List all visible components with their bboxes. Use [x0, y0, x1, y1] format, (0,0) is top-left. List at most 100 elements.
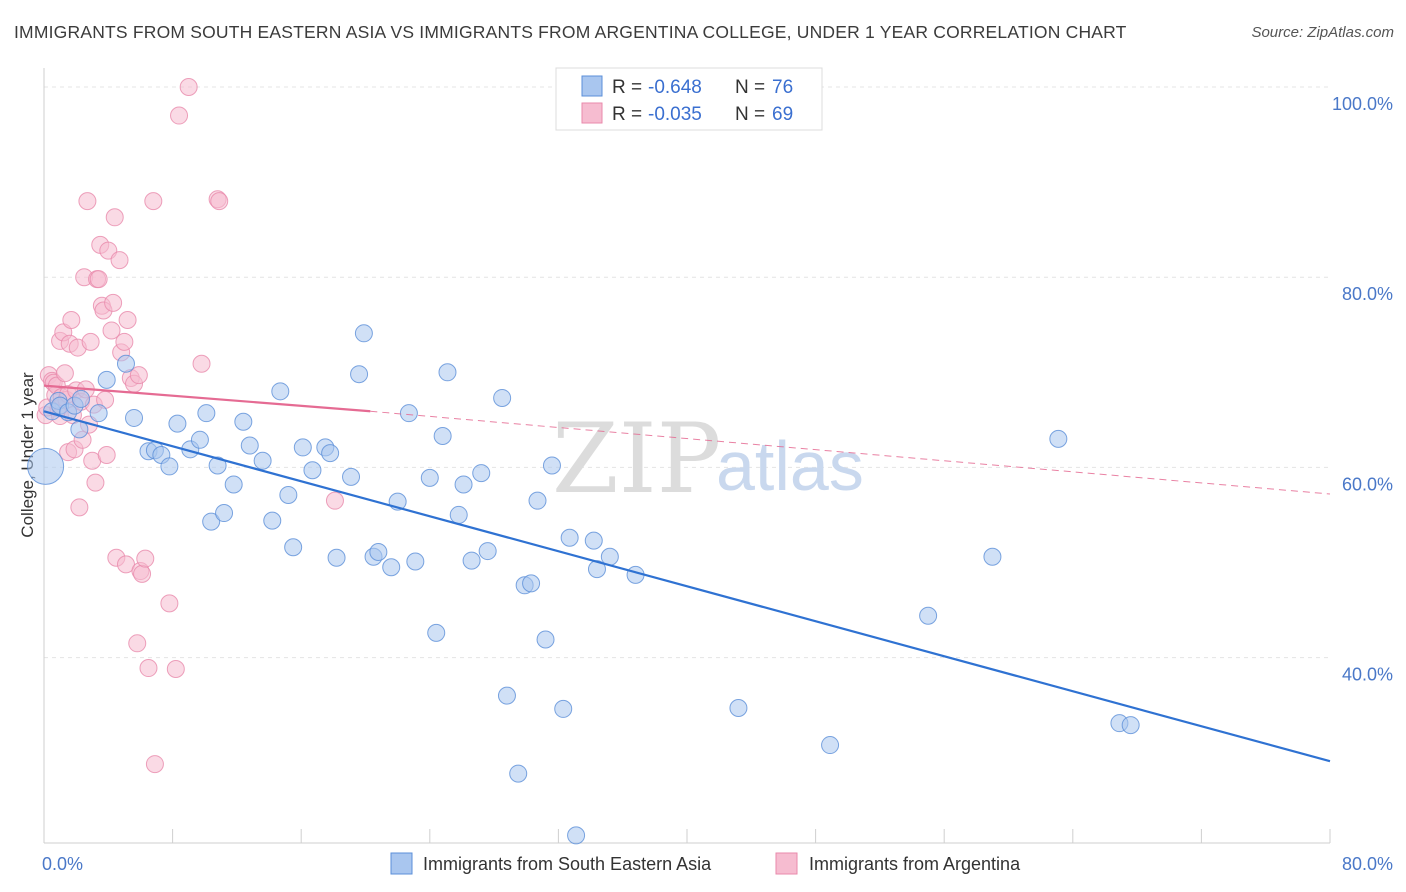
correlation-legend: R = -0.648 N = 76 R = -0.035 N = 69 [555, 67, 823, 131]
sea-point [406, 552, 425, 571]
argentina-point [144, 192, 163, 211]
sea-point [983, 547, 1002, 566]
argentina-point [70, 498, 89, 517]
argentina-point [139, 659, 158, 678]
sea-point [240, 436, 259, 455]
legend-swatch-pink [581, 102, 603, 124]
sea-point [420, 468, 439, 487]
sea-point [427, 623, 446, 642]
sea-point [125, 408, 144, 427]
sea-point [462, 551, 481, 570]
sea-point [536, 630, 555, 649]
argentina-point [192, 354, 211, 373]
argentina-point [102, 321, 121, 340]
sea-point [168, 414, 187, 433]
sea-point [190, 430, 209, 449]
sea-point [449, 505, 468, 524]
chart-title: IMMIGRANTS FROM SOUTH EASTERN ASIA VS IM… [14, 22, 1127, 42]
legend-n-label-2: N = [735, 104, 770, 125]
x-ticks [172, 829, 1331, 843]
y-tick-label: 40.0% [1342, 665, 1393, 685]
sea-point [197, 404, 216, 423]
sea-point [542, 456, 561, 475]
argentina-point [133, 564, 152, 583]
argentina-point [128, 634, 147, 653]
sea-point [560, 528, 579, 547]
sea-point [1121, 716, 1140, 735]
sea-point [327, 548, 346, 567]
sea-point [284, 538, 303, 557]
argentina-point [118, 310, 137, 329]
watermark: ZIP atlas [552, 403, 864, 515]
sea-point [472, 464, 491, 483]
sea-point [584, 531, 603, 550]
source-label: Source: ZipAtlas.com [1251, 24, 1394, 41]
sea-point [350, 365, 369, 384]
argentina-point [166, 659, 185, 678]
x-tick-label-min: 0.0% [42, 854, 83, 874]
sea-point [354, 324, 373, 343]
bottom-legend-swatch-blue [390, 852, 413, 875]
argentina-point [115, 332, 134, 351]
y-tick-labels: 40.0% 60.0% 80.0% 100.0% [1332, 94, 1393, 685]
sea-point [821, 736, 840, 755]
watermark-atlas: atlas [716, 427, 864, 505]
sea-point [202, 512, 221, 531]
sea-point [528, 491, 547, 510]
argentina-point [62, 310, 81, 329]
sea-point [567, 826, 586, 845]
legend-r-label-1: R = [612, 77, 647, 98]
y-axis-title: College, Under 1 year [18, 372, 37, 538]
argentina-point [170, 106, 189, 125]
bottom-legend: Immigrants from South Eastern Asia Immig… [390, 852, 1021, 875]
series-sea-points [27, 324, 1140, 845]
legend-r-value-1: -0.648 [648, 77, 702, 98]
sea-point [303, 461, 322, 480]
sea-point [729, 698, 748, 717]
sea-point [399, 404, 418, 423]
argentina-point [160, 594, 179, 613]
legend-r-label-2: R = [612, 104, 647, 125]
sea-point [215, 504, 234, 523]
x-tick-label-max: 80.0% [1342, 854, 1393, 874]
y-tick-label: 60.0% [1342, 474, 1393, 494]
bottom-legend-label-pink: Immigrants from Argentina [809, 854, 1021, 874]
sea-point [438, 363, 457, 382]
sea-point [97, 370, 116, 389]
sea-point [208, 456, 227, 475]
y-tick-label: 100.0% [1332, 94, 1393, 114]
sea-point [253, 451, 272, 470]
argentina-point [78, 192, 97, 211]
sea-point [263, 511, 282, 530]
argentina-point [136, 549, 155, 568]
sea-point [919, 606, 938, 625]
argentina-point [97, 446, 116, 465]
argentina-point [105, 208, 124, 227]
sea-point [369, 543, 388, 562]
bottom-legend-label-blue: Immigrants from South Eastern Asia [423, 854, 712, 874]
argentina-point [104, 293, 123, 312]
argentina-point [145, 755, 164, 774]
sea-point [554, 699, 573, 718]
trend-lines [43, 384, 1331, 763]
trend-line-argentina [370, 410, 1331, 495]
sea-point [1049, 429, 1068, 448]
argentina-point [89, 270, 108, 289]
argentina-point [81, 332, 100, 351]
watermark-zip: ZIP [552, 403, 721, 515]
argentina-point [86, 473, 105, 492]
argentina-point [55, 364, 74, 383]
bottom-legend-swatch-pink [775, 852, 798, 875]
y-tick-label: 80.0% [1342, 284, 1393, 304]
sea-point [433, 427, 452, 446]
legend-n-value-2: 69 [772, 104, 793, 125]
argentina-point [210, 192, 229, 211]
argentina-point [179, 78, 198, 97]
sea-point [497, 686, 516, 705]
sea-point [454, 475, 473, 494]
sea-point [160, 457, 179, 476]
sea-point [71, 389, 90, 408]
sea-point [478, 542, 497, 561]
sea-point [271, 382, 290, 401]
